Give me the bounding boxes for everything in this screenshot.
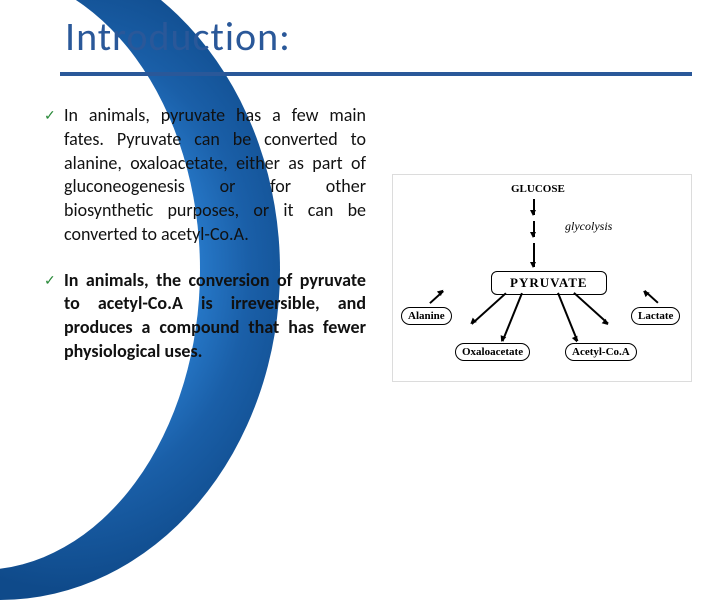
arrow-icon [533, 243, 535, 267]
figure-column: GLUCOSE glycolysis PYRUVATE Alanine Oxal… [378, 104, 692, 386]
flow-node-alanine: Alanine [401, 307, 452, 325]
arrow-icon [502, 293, 523, 342]
page-title: Introduction: [65, 12, 291, 61]
list-item: ✓ In animals, pyruvate has a few main fa… [44, 104, 366, 247]
arrow-icon [533, 221, 535, 237]
arrow-icon [429, 290, 443, 303]
flow-label-glucose: GLUCOSE [511, 183, 565, 195]
text-column: ✓ In animals, pyruvate has a few main fa… [44, 104, 366, 386]
content-area: ✓ In animals, pyruvate has a few main fa… [44, 104, 692, 386]
arrow-icon [573, 292, 608, 324]
flow-node-pyruvate: PYRUVATE [491, 271, 607, 295]
check-icon: ✓ [44, 269, 58, 364]
flow-node-acetylcoa: Acetyl-Co.A [565, 343, 637, 361]
arrow-icon [644, 290, 658, 303]
check-icon: ✓ [44, 104, 58, 247]
bullet-text: In animals, pyruvate has a few main fate… [64, 104, 366, 247]
flow-node-oxaloacetate: Oxaloacetate [455, 343, 530, 361]
title-underline [60, 72, 692, 76]
arrow-icon [557, 293, 578, 342]
pyruvate-flowchart: GLUCOSE glycolysis PYRUVATE Alanine Oxal… [392, 174, 692, 382]
flow-node-lactate: Lactate [631, 307, 680, 325]
arrow-icon [533, 199, 535, 215]
flow-label-glycolysis: glycolysis [565, 219, 612, 234]
bullet-text: In animals, the conversion of pyruvate t… [64, 269, 366, 364]
list-item: ✓ In animals, the conversion of pyruvate… [44, 269, 366, 364]
arrow-icon [471, 292, 506, 324]
